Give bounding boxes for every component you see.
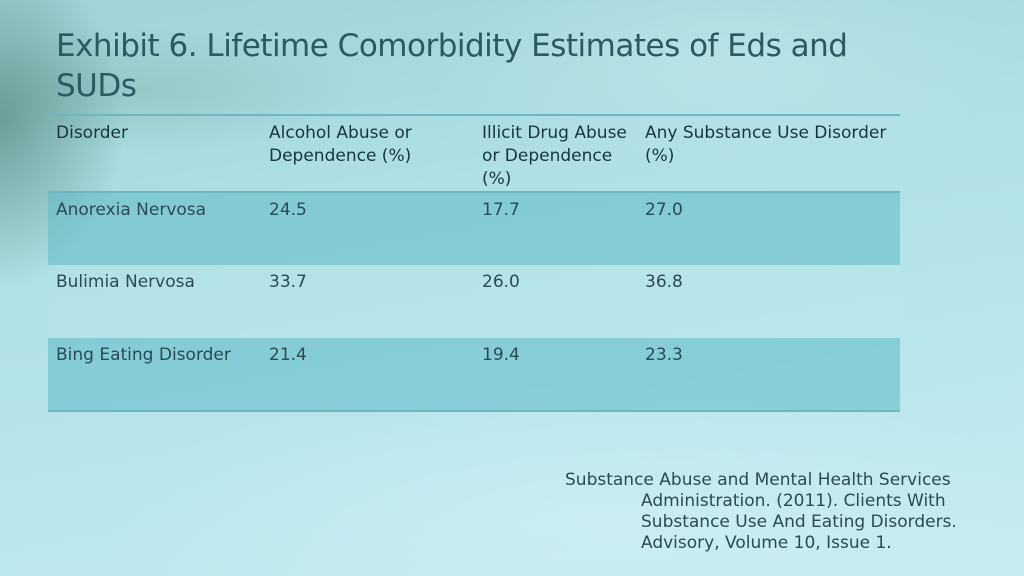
cell-illicit-drug: 19.4 [482, 345, 520, 365]
table-row: Anorexia Nervosa 24.5 17.7 27.0 [48, 192, 900, 265]
header-illicit-drug: Illicit Drug Abuse or Dependence (%) [482, 123, 627, 189]
header-disorder: Disorder [56, 123, 129, 143]
citation: Substance Abuse and Mental Health Servic… [565, 470, 985, 554]
citation-line: Substance Use And Eating Disorders. [641, 512, 957, 532]
cell-illicit-drug: 26.0 [482, 272, 520, 292]
cell-any-substance: 36.8 [645, 272, 683, 292]
header-alcohol: Alcohol Abuse or Dependence (%) [269, 123, 412, 166]
citation-line: Substance Abuse and Mental Health Servic… [565, 470, 951, 490]
cell-illicit-drug: 17.7 [482, 200, 520, 220]
table-row: Bing Eating Disorder 21.4 19.4 23.3 [48, 338, 900, 411]
header-any-substance: Any Substance Use Disorder (%) [645, 123, 887, 166]
comorbidity-table: Disorder Alcohol Abuse or Dependence (%)… [48, 114, 900, 412]
table-header-row: Disorder Alcohol Abuse or Dependence (%)… [48, 115, 900, 192]
cell-disorder: Bing Eating Disorder [56, 345, 231, 365]
cell-any-substance: 27.0 [645, 200, 683, 220]
table-row: Bulimia Nervosa 33.7 26.0 36.8 [48, 265, 900, 338]
slide-title: Exhibit 6. Lifetime Comorbidity Estimate… [56, 28, 848, 104]
cell-alcohol: 21.4 [269, 345, 307, 365]
cell-disorder: Bulimia Nervosa [56, 272, 195, 292]
cell-disorder: Anorexia Nervosa [56, 200, 207, 220]
cell-any-substance: 23.3 [645, 345, 683, 365]
cell-alcohol: 24.5 [269, 200, 307, 220]
citation-line: Advisory, Volume 10, Issue 1. [641, 533, 892, 553]
cell-alcohol: 33.7 [269, 272, 307, 292]
citation-line: Administration. (2011). Clients With [641, 491, 946, 511]
